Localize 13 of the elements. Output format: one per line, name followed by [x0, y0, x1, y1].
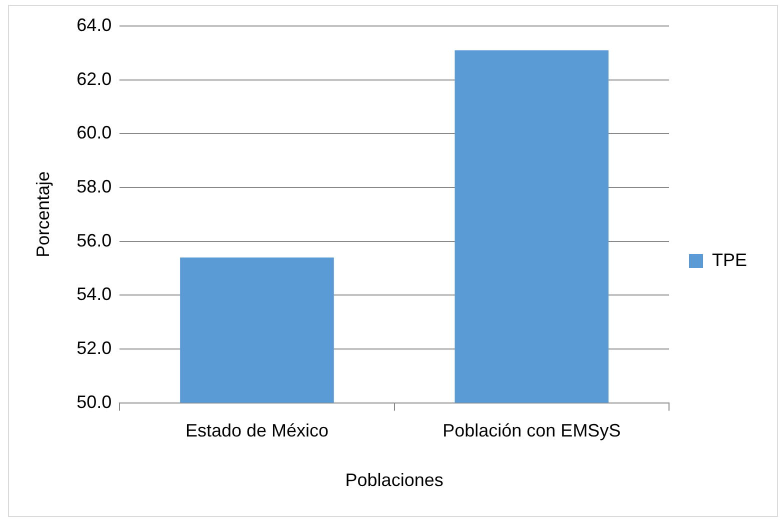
y-tick-label: 54.0: [76, 284, 112, 304]
y-tick-label: 52.0: [76, 338, 112, 358]
y-tick-label: 56.0: [76, 230, 112, 250]
y-axis-title: Porcentaje: [32, 171, 53, 258]
x-tick-label: Población con EMSyS: [442, 420, 621, 441]
y-tick-label: 50.0: [76, 392, 112, 412]
y-tick-label: 64.0: [76, 14, 112, 35]
y-tick-label: 60.0: [76, 122, 112, 143]
x-axis-title: Poblaciones: [345, 470, 444, 490]
y-tick-label: 62.0: [76, 68, 112, 89]
y-tick-label: 58.0: [76, 176, 112, 196]
x-tick-label: Estado de México: [185, 420, 329, 441]
legend-label: TPE: [712, 250, 748, 270]
